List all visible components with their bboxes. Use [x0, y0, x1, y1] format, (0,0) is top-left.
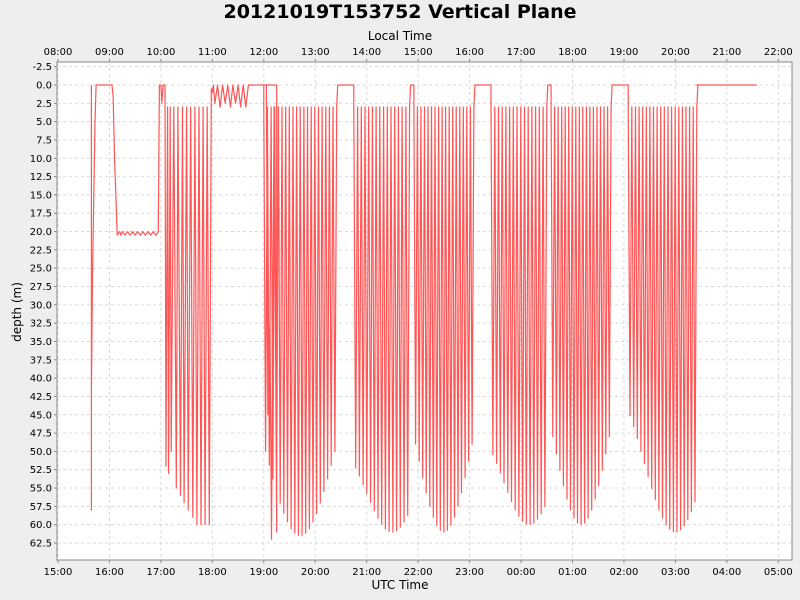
y-tick-label: 47.5	[30, 429, 52, 440]
x-tick-label-utc: 22:00	[404, 567, 433, 578]
depth-series	[90, 84, 757, 540]
x-tick-label-local: 17:00	[507, 47, 536, 58]
axis-ticks: -2.5 0.0 2.5 5.0 7.5 10.0 12.5 15.0 17.5 20.0 22.5…	[30, 47, 793, 578]
y-tick-label: -2.5	[32, 62, 52, 73]
x-tick-label-local: 10:00	[146, 47, 175, 58]
x-tick-label-local: 13:00	[301, 47, 330, 58]
x-tick-label-local: 16:00	[455, 47, 484, 58]
x-tick-label-utc: 20:00	[301, 567, 330, 578]
y-tick-label: 60.0	[30, 520, 52, 531]
x-tick-label-local: 11:00	[198, 47, 227, 58]
x-tick-label-utc: 18:00	[198, 567, 227, 578]
y-tick-label: 17.5	[30, 209, 52, 220]
x-tick-label-utc: 01:00	[558, 567, 587, 578]
y-tick-label: 35.0	[30, 337, 52, 348]
y-tick-label: 20.0	[30, 227, 52, 238]
x-tick-label-local: 08:00	[44, 47, 73, 58]
y-tick-label: 2.5	[36, 99, 52, 110]
y-tick-label: 52.5	[30, 465, 52, 476]
y-tick-label: 40.0	[30, 374, 52, 385]
x-tick-label-local: 20:00	[661, 47, 690, 58]
x-tick-label-utc: 19:00	[249, 567, 278, 578]
x-tick-label-local: 15:00	[404, 47, 433, 58]
y-tick-label: 0.0	[36, 81, 52, 92]
y-tick-label: 57.5	[30, 502, 52, 513]
y-tick-label: 5.0	[36, 117, 52, 128]
x-tick-label-local: 19:00	[610, 47, 639, 58]
x-tick-label-local: 21:00	[712, 47, 741, 58]
x-tick-label-utc: 03:00	[661, 567, 690, 578]
depth-line	[90, 84, 757, 540]
x-tick-label-local: 12:00	[249, 47, 278, 58]
y-tick-label: 22.5	[30, 245, 52, 256]
y-tick-label: 62.5	[30, 539, 52, 550]
x-tick-label-local: 14:00	[352, 47, 381, 58]
x-tick-label-utc: 05:00	[764, 567, 793, 578]
y-tick-label: 27.5	[30, 282, 52, 293]
x-tick-label-local: 18:00	[558, 47, 587, 58]
y-tick-label: 25.0	[30, 264, 52, 275]
x-tick-label-utc: 00:00	[507, 567, 536, 578]
chart-title: 20121019T153752 Vertical Plane	[223, 1, 577, 23]
x-tick-label-local: 09:00	[95, 47, 124, 58]
y-tick-label: 50.0	[30, 447, 52, 458]
y-tick-label: 37.5	[30, 355, 52, 366]
y-tick-label: 15.0	[30, 190, 52, 201]
y-tick-label: 10.0	[30, 154, 52, 165]
x-tick-label-utc: 21:00	[352, 567, 381, 578]
x-tick-label-local: 22:00	[764, 47, 793, 58]
x-tick-label-utc: 23:00	[455, 567, 484, 578]
x-tick-label-utc: 02:00	[610, 567, 639, 578]
x-tick-label-utc: 15:00	[44, 567, 73, 578]
x-tick-label-utc: 16:00	[95, 567, 124, 578]
y-tick-label: 30.0	[30, 300, 52, 311]
bottom-axis-title: UTC Time	[371, 578, 429, 592]
x-tick-label-utc: 17:00	[146, 567, 175, 578]
x-tick-label-utc: 04:00	[712, 567, 741, 578]
y-tick-label: 42.5	[30, 392, 52, 403]
y-tick-label: 32.5	[30, 319, 52, 330]
y-tick-label: 55.0	[30, 484, 52, 495]
top-axis-title: Local Time	[367, 29, 433, 43]
y-tick-label: 45.0	[30, 410, 52, 421]
y-tick-label: 12.5	[30, 172, 52, 183]
y-tick-label: 7.5	[36, 135, 52, 146]
